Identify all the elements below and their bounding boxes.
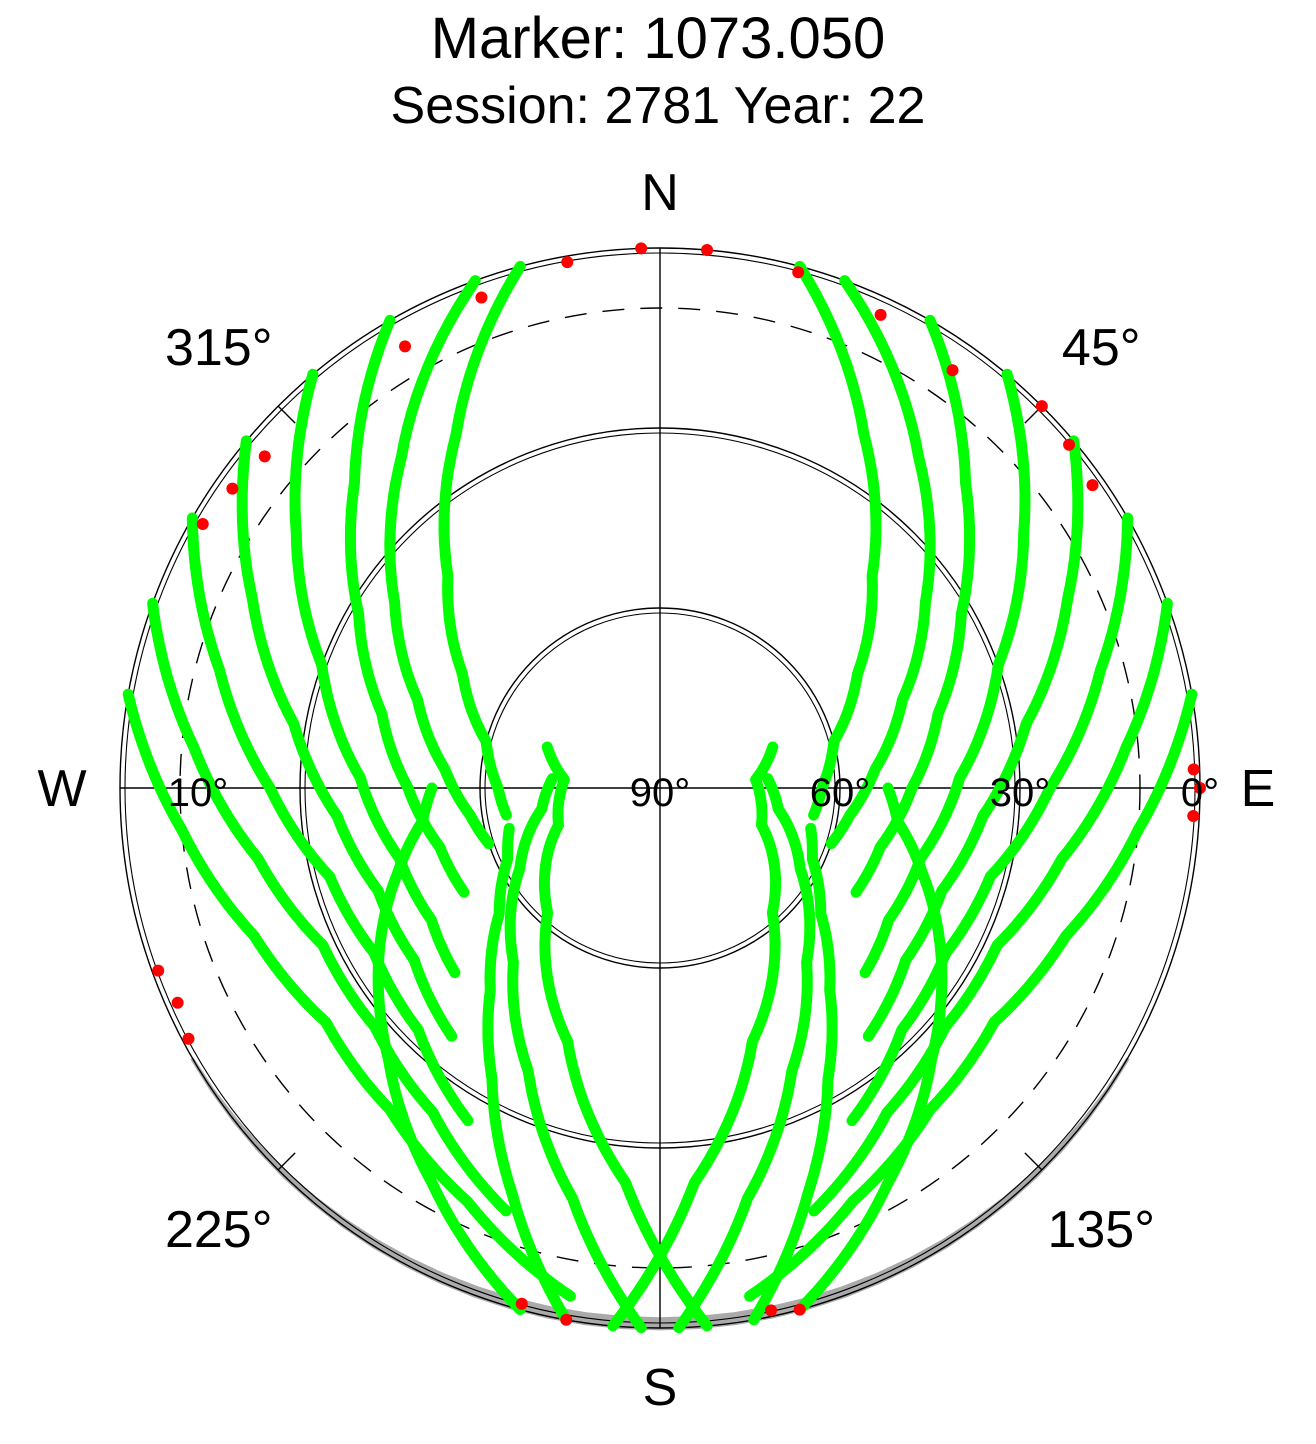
satellite-track (794, 782, 948, 1316)
flagged-point (152, 964, 165, 977)
flagged-point (1187, 763, 1200, 776)
satellite-track (607, 741, 782, 1332)
satellite-track (673, 773, 816, 1334)
flagged-point (1086, 479, 1099, 492)
azimuth-label: 315° (165, 319, 273, 377)
elevation-labels: 90° 60° 30° 0° 10° (168, 771, 1219, 815)
satellite-track (482, 822, 572, 1326)
flagged-point (635, 242, 648, 255)
elevation-label: 90° (630, 771, 691, 815)
flagged-point (182, 1032, 195, 1045)
flagged-point (561, 256, 574, 269)
azimuth-label: 225° (165, 1201, 273, 1259)
flagged-point (171, 996, 184, 1009)
satellite-track (122, 688, 576, 1302)
satellite-track (289, 368, 461, 979)
satellite-track (862, 435, 1084, 1042)
azimuth-label: 45° (1062, 319, 1141, 377)
compass-west-label: W (37, 760, 86, 818)
elevation-label: 10° (168, 771, 229, 815)
flagged-point (701, 244, 714, 257)
satellite-track (850, 314, 976, 898)
azimuth-tick (1024, 1152, 1043, 1171)
elevation-label: 0° (1181, 771, 1219, 815)
satellite-track (147, 597, 512, 1217)
flagged-point (475, 291, 488, 304)
satellite-track (794, 260, 882, 821)
flagged-point (399, 340, 411, 353)
satellite-track (808, 597, 1173, 1217)
flagged-point (1187, 809, 1200, 822)
flagged-point (793, 1303, 806, 1316)
azimuth-label: 135° (1047, 1201, 1155, 1259)
satellite-track (384, 275, 495, 850)
azimuth-tick (277, 1152, 296, 1171)
elevation-label: 30° (990, 771, 1051, 815)
flagged-point (196, 518, 209, 530)
flagged-point (226, 482, 239, 495)
flagged-point (946, 364, 959, 377)
azimuth-tick (277, 405, 296, 424)
satellite-track (744, 688, 1198, 1302)
flagged-point (1063, 438, 1076, 451)
satellite-track (846, 512, 1134, 1127)
flagged-point (1194, 782, 1206, 794)
satellite-track (186, 512, 474, 1127)
satellite-track (372, 782, 526, 1316)
compass-east-label: E (1241, 760, 1276, 818)
flagged-point (765, 1304, 778, 1317)
satellite-track (748, 822, 838, 1326)
flagged-point (560, 1313, 573, 1326)
flagged-observations (152, 242, 1206, 1326)
flagged-point (1035, 400, 1048, 413)
satellite-track (825, 275, 936, 850)
satellite-track (236, 435, 458, 1042)
compass-south-label: S (643, 1359, 678, 1417)
satellite-track (344, 314, 470, 898)
azimuth-labels: 45° 135° 225° 315° (165, 319, 1155, 1259)
chart-title: Marker: 1073.050 (431, 6, 886, 71)
flagged-point (792, 266, 805, 279)
flagged-point (515, 1297, 528, 1310)
chart-subtitle: Session: 2781 Year: 22 (391, 77, 926, 135)
satellite-track (538, 741, 713, 1332)
polar-grid (119, 247, 1201, 1331)
flagged-point (874, 308, 887, 321)
satellite-track (859, 368, 1031, 979)
satellite-track (438, 260, 526, 821)
flagged-point (258, 450, 271, 463)
compass-north-label: N (641, 164, 679, 222)
elevation-label: 60° (810, 771, 871, 815)
satellite-track (504, 773, 647, 1334)
satellite-tracks (122, 260, 1198, 1334)
